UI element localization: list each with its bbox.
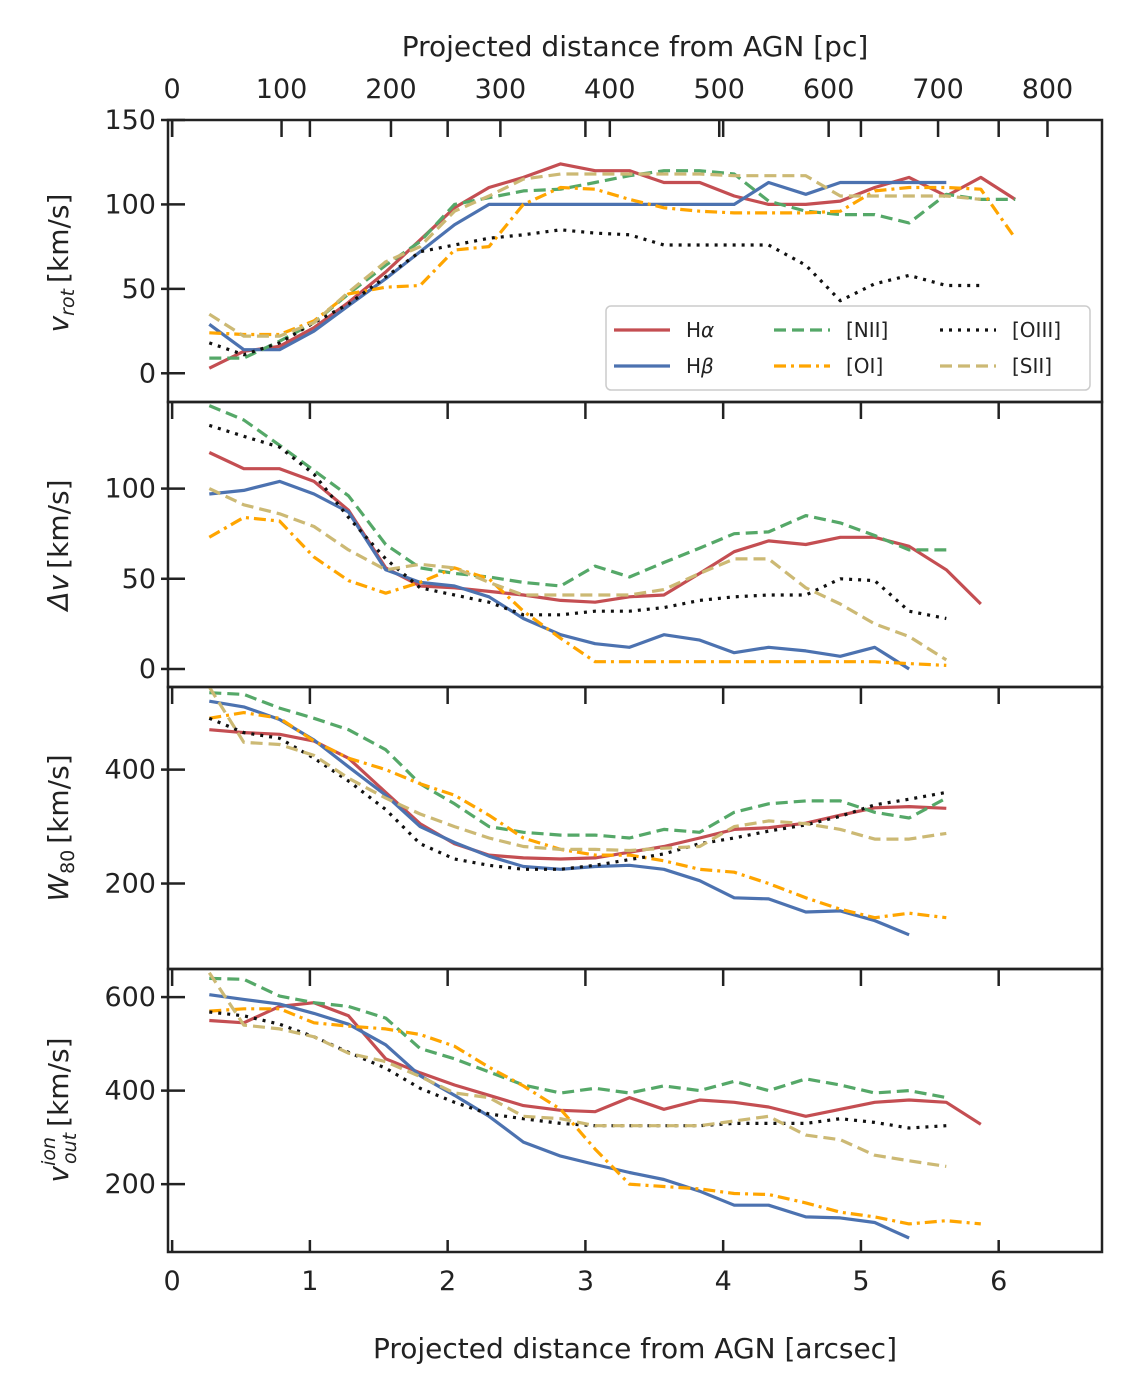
panel-vout-ion: 200 400 600 <box>104 967 1104 1254</box>
bottom-tick-label: 1 <box>301 1266 318 1297</box>
series-line-oi <box>209 1007 981 1226</box>
top-axis: 0 100 200 300 400 500 600 700 800 <box>164 74 1074 137</box>
series-line-oi <box>209 711 947 920</box>
bottom-axis-title: Projected distance from AGN [arcsec] <box>373 1332 897 1365</box>
series-line-halpha <box>209 1001 982 1126</box>
y-tick-label: 200 <box>104 1169 156 1200</box>
top-tick-label: 700 <box>912 74 964 105</box>
series-line-sii <box>208 172 981 338</box>
bottom-tick-label: 2 <box>439 1266 456 1297</box>
top-axis-title: Projected distance from AGN [pc] <box>402 30 869 63</box>
legend: Hα Hβ [NII] [OI] [OIII] [SII] <box>605 305 1091 391</box>
y-tick-label: 600 <box>104 982 156 1013</box>
legend-label-oiii: [OIII] <box>1012 318 1061 342</box>
panel-w80: 200 400 <box>104 685 1104 971</box>
legend-label-hbeta: Hβ <box>686 354 714 378</box>
top-tick-label: 500 <box>693 74 745 105</box>
series-line-sii <box>207 686 947 853</box>
panel-vrot: 0 50 100 150 <box>104 105 1104 404</box>
y-tick-label: 400 <box>104 755 156 786</box>
top-tick-label: 200 <box>365 74 417 105</box>
legend-label-nii: [NII] <box>846 318 888 342</box>
y-tick-label: 400 <box>104 1076 156 1107</box>
bottom-tick-label: 4 <box>715 1266 732 1297</box>
ylabel-vout-ion: vionout[km/s] <box>38 1037 81 1182</box>
series-line-halpha <box>209 728 947 861</box>
legend-label-oi: [OI] <box>846 354 883 378</box>
legend-label-halpha: Hα <box>686 318 714 342</box>
series-line-nii <box>209 976 947 1100</box>
series-line-oiii <box>208 423 947 621</box>
series-line-sii <box>208 487 948 662</box>
legend-box <box>605 305 1091 391</box>
bottom-tick-label: 0 <box>164 1266 181 1297</box>
panel-frame <box>166 967 1104 1254</box>
panel-delta-v: 0 50 100 <box>104 400 1104 689</box>
series-line-halpha <box>208 451 982 606</box>
top-tick-label: 100 <box>256 74 308 105</box>
series-line-sii <box>207 971 947 1168</box>
y-tick-label: 50 <box>122 564 156 595</box>
top-tick-label: 300 <box>475 74 527 105</box>
ylabel-delta-v: Δv[km/s] <box>42 479 75 612</box>
y-tick-label: 0 <box>139 358 156 389</box>
series-line-oiii <box>208 716 947 871</box>
series-line-oi <box>208 515 947 667</box>
top-tick-label: 400 <box>584 74 636 105</box>
bottom-tick-label: 3 <box>577 1266 594 1297</box>
series-line-hbeta <box>209 699 910 937</box>
bottom-tick-label: 6 <box>990 1266 1007 1297</box>
y-tick-label: 150 <box>104 105 156 136</box>
legend-label-sii: [SII] <box>1012 354 1052 378</box>
ylabel-w80: W80[km/s] <box>42 754 79 901</box>
series-line-nii <box>209 691 948 840</box>
bottom-tick-label: 5 <box>852 1266 869 1297</box>
y-tick-label: 200 <box>104 869 156 900</box>
bottom-axis: 0 1 2 3 4 5 6 <box>164 1240 1007 1297</box>
series-line-hbeta <box>209 993 910 1240</box>
top-tick-label: 0 <box>164 74 181 105</box>
panel-frame <box>166 685 1104 971</box>
ylabel-vrot: vrot[km/s] <box>42 194 79 333</box>
top-tick-label: 600 <box>803 74 855 105</box>
y-tick-label: 100 <box>104 474 156 505</box>
top-tick-label: 800 <box>1022 74 1074 105</box>
series-line-hbeta <box>208 180 947 352</box>
series-line-nii <box>208 404 947 588</box>
y-tick-label: 50 <box>122 274 156 305</box>
y-tick-label: 0 <box>139 654 156 685</box>
series-line-hbeta <box>209 479 910 671</box>
y-tick-label: 100 <box>104 189 156 220</box>
